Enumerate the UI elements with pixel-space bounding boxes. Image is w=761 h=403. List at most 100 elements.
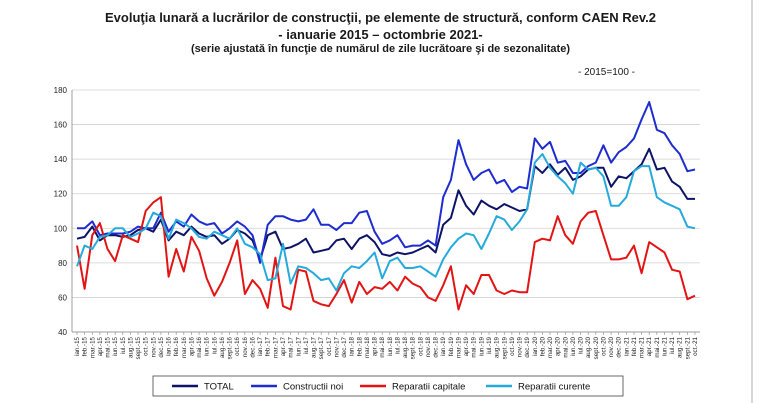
x-tick-label: mai.-18 xyxy=(379,336,386,357)
x-tick-label: dec.-17 xyxy=(341,336,348,357)
x-tick-label: iul.-21 xyxy=(669,336,676,353)
x-tick-label: nov.-20 xyxy=(608,336,615,357)
x-tick-label: feb.-19 xyxy=(448,336,455,356)
x-tick-label: ian.-18 xyxy=(349,336,356,355)
y-tick-label: 160 xyxy=(54,121,68,130)
x-tick-label: aug.-16 xyxy=(219,336,226,358)
series-lines xyxy=(76,101,696,311)
x-tick-label: ian.-20 xyxy=(532,336,539,355)
x-tick-label: dec.-16 xyxy=(249,336,256,357)
x-tick-label: nov.-17 xyxy=(333,336,340,357)
x-tick-label: iul.-20 xyxy=(578,336,585,353)
y-tick-label: 180 xyxy=(54,86,68,95)
x-tick-label: nov.-15 xyxy=(150,336,157,357)
x-tick-label: mai.-19 xyxy=(471,336,478,357)
x-tick-label: apr.-15 xyxy=(97,336,104,356)
x-tick-label: nov.-19 xyxy=(517,336,524,357)
gridlines xyxy=(72,89,700,333)
x-tick-label: oct.-16 xyxy=(234,336,241,355)
x-tick-label: feb.-17 xyxy=(265,336,272,356)
x-tick-label: mar.-16 xyxy=(181,336,188,358)
x-tick-label: aug.-20 xyxy=(585,336,592,358)
x-tick-label: mar.-21 xyxy=(639,336,646,358)
x-tick-label: apr.-20 xyxy=(555,336,562,356)
legend-label: TOTAL xyxy=(204,382,234,393)
x-tick-label: sept.-17 xyxy=(318,336,325,359)
y-tick-label: 100 xyxy=(54,224,68,233)
x-tick-label: iun.-19 xyxy=(478,336,485,355)
x-tick-label: feb.-15 xyxy=(82,336,89,356)
x-tick-label: apr.-19 xyxy=(463,336,470,356)
x-tick-label: oct.-21 xyxy=(692,336,699,355)
x-tick-label: iun.-15 xyxy=(112,336,119,355)
x-tick-label: mar.-15 xyxy=(89,336,96,358)
x-tick-label: oct.-19 xyxy=(509,336,516,355)
x-tick-label: sept.-19 xyxy=(501,336,508,359)
x-tick-label: mar.-19 xyxy=(455,336,462,358)
x-tick-label: iul.-17 xyxy=(303,336,310,353)
x-tick-label: aug.-21 xyxy=(677,336,684,358)
x-tick-label: mai.-17 xyxy=(288,336,295,357)
x-tick-label: aug.-15 xyxy=(127,336,134,358)
x-tick-label: dec.-15 xyxy=(158,336,165,357)
x-tick-label: mar.-20 xyxy=(547,336,554,358)
x-tick-label: aug.-18 xyxy=(402,336,409,358)
x-tick-label: sept.-20 xyxy=(593,336,600,359)
y-tick-label: 40 xyxy=(58,328,67,337)
x-tick-label: feb.-20 xyxy=(539,336,546,356)
x-tick-label: feb.-21 xyxy=(631,336,638,356)
x-tick-label: iul.-18 xyxy=(394,336,401,353)
x-tick-label: dec.-19 xyxy=(524,336,531,357)
legend-label: Constructii noi xyxy=(283,382,343,393)
x-axis: ian.-15 feb.-15 mar.-15 apr.-15 mai.-15 iun.-… xyxy=(72,331,700,359)
x-tick-label: apr.-17 xyxy=(280,336,287,356)
x-tick-label: dec.-20 xyxy=(616,336,623,357)
x-tick-label: nov.-16 xyxy=(242,336,249,357)
legend-box xyxy=(152,375,624,397)
chart-subtitle: - ianuarie 2015 – octombrie 2021- xyxy=(278,27,483,42)
x-tick-label: iun.-16 xyxy=(204,336,211,355)
x-tick-label: ian.-15 xyxy=(74,336,81,355)
x-tick-label: iun.-18 xyxy=(387,336,394,355)
x-tick-label: ian.-17 xyxy=(257,336,264,355)
chart-title: Evoluţia lunară a lucrărilor de construc… xyxy=(105,10,656,25)
legend: TOTAL Constructii noi Reparatii capitale Re… xyxy=(152,375,624,397)
y-axis: 40 60 80 100 120 140 160 180 xyxy=(54,86,73,337)
series-line-reparatii-capitale xyxy=(76,196,696,311)
x-tick-label: iul.-15 xyxy=(120,336,127,353)
x-tick-label: oct.-18 xyxy=(417,336,424,355)
x-tick-label: mai.-21 xyxy=(654,336,661,357)
chart-subtitle-2: (serie ajustată în funcţie de numărul de… xyxy=(190,43,570,55)
x-tick-label: oct.-15 xyxy=(143,336,150,355)
x-tick-label: iun.-20 xyxy=(570,336,577,355)
x-tick-label: apr.-18 xyxy=(372,336,379,356)
x-tick-label: aug.-17 xyxy=(311,336,318,358)
series-line-constructii-noi xyxy=(77,101,696,264)
x-tick-label: mar.-17 xyxy=(272,336,279,358)
x-tick-label: aug.-19 xyxy=(494,336,501,358)
x-tick-label: iun.-21 xyxy=(661,336,668,355)
x-tick-label: sept.-15 xyxy=(135,336,142,359)
x-tick-label: oct.-20 xyxy=(600,336,607,355)
series-line-reparatii-curente xyxy=(76,153,696,292)
base-year-note: - 2015=100 - xyxy=(578,67,635,78)
x-tick-label: iul.-16 xyxy=(211,336,218,353)
x-tick-label: ian.-16 xyxy=(166,336,173,355)
x-tick-label: mai.-16 xyxy=(196,336,203,357)
x-tick-label: mai.-15 xyxy=(105,336,112,357)
x-tick-label: sept.-21 xyxy=(684,336,691,359)
legend-label: Reparatii capitale xyxy=(392,382,465,393)
x-tick-label: feb.-18 xyxy=(356,336,363,356)
x-tick-label: iul.-19 xyxy=(486,336,493,353)
x-tick-label: mai.-20 xyxy=(562,336,569,357)
x-tick-label: ian.-19 xyxy=(440,336,447,355)
x-tick-label: ian.-21 xyxy=(623,336,630,355)
x-tick-label: oct.-17 xyxy=(326,336,333,355)
y-tick-label: 140 xyxy=(54,155,68,164)
x-tick-label: apr.-21 xyxy=(646,336,653,356)
legend-label: Reparatii curente xyxy=(518,382,590,393)
x-tick-label: feb.-16 xyxy=(173,336,180,356)
page-edge-line xyxy=(751,0,753,403)
x-tick-label: sept.-18 xyxy=(410,336,417,359)
